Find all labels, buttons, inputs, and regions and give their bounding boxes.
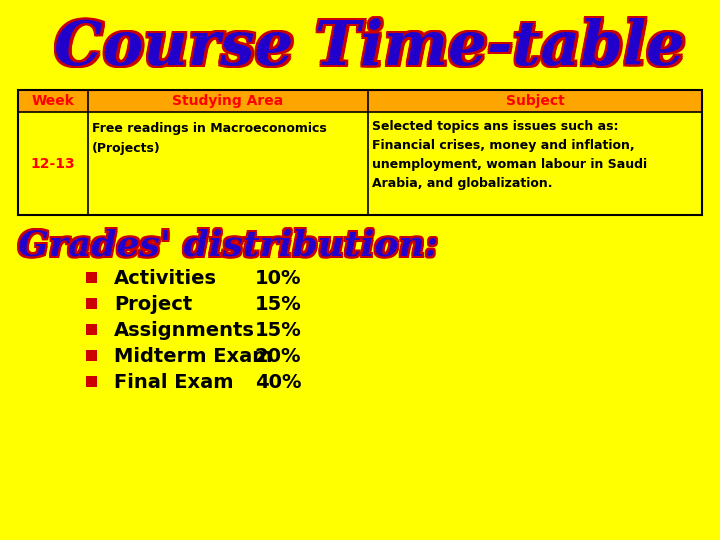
Text: Grades' distribution:: Grades' distribution: xyxy=(20,226,440,260)
Text: 40%: 40% xyxy=(255,373,302,392)
Text: Course Time-table: Course Time-table xyxy=(57,18,688,78)
Text: Free readings in Macroeconomics: Free readings in Macroeconomics xyxy=(92,122,327,135)
Bar xyxy=(86,324,97,335)
Text: Course Time-table: Course Time-table xyxy=(57,21,688,80)
Text: Grades' distribution:: Grades' distribution: xyxy=(16,226,436,260)
Text: Grades' distribution:: Grades' distribution: xyxy=(20,230,440,264)
Text: 15%: 15% xyxy=(255,294,302,314)
Text: 10%: 10% xyxy=(255,268,302,287)
Text: Subject: Subject xyxy=(505,94,564,108)
Text: Selected topics ans issues such as:: Selected topics ans issues such as: xyxy=(372,120,618,133)
Text: (Projects): (Projects) xyxy=(92,142,161,155)
Text: Assignments: Assignments xyxy=(114,321,255,340)
Text: Course Time-table: Course Time-table xyxy=(55,18,685,78)
Text: Project: Project xyxy=(114,294,192,314)
Text: Course Time-table: Course Time-table xyxy=(57,16,688,76)
Text: Grades' distribution:: Grades' distribution: xyxy=(20,228,440,262)
Text: Grades' distribution:: Grades' distribution: xyxy=(16,230,436,264)
Bar xyxy=(86,298,97,309)
Bar xyxy=(18,90,702,215)
Bar xyxy=(86,376,97,387)
Text: Grades' distribution:: Grades' distribution: xyxy=(16,228,436,262)
Text: Final Exam: Final Exam xyxy=(114,373,233,392)
Text: Arabia, and globalization.: Arabia, and globalization. xyxy=(372,177,552,190)
Text: Week: Week xyxy=(32,94,74,108)
Text: unemployment, woman labour in Saudi: unemployment, woman labour in Saudi xyxy=(372,158,647,171)
Text: Grades' distribution:: Grades' distribution: xyxy=(18,228,438,262)
Text: Course Time-table: Course Time-table xyxy=(52,21,683,80)
Bar xyxy=(86,272,97,283)
Text: Grades' distribution:: Grades' distribution: xyxy=(18,226,438,260)
Text: Studying Area: Studying Area xyxy=(172,94,284,108)
Text: Grades' distribution:: Grades' distribution: xyxy=(18,230,438,264)
Text: Financial crises, money and inflation,: Financial crises, money and inflation, xyxy=(372,139,634,152)
Text: Course Time-table: Course Time-table xyxy=(55,16,685,76)
Text: 20%: 20% xyxy=(255,347,302,366)
Bar xyxy=(18,90,702,112)
Text: Course Time-table: Course Time-table xyxy=(52,16,683,76)
Text: Activities: Activities xyxy=(114,268,217,287)
Text: 12-13: 12-13 xyxy=(31,157,76,171)
Bar xyxy=(86,350,97,361)
Text: Course Time-table: Course Time-table xyxy=(52,18,683,78)
Text: Midterm Exam: Midterm Exam xyxy=(114,347,272,366)
Text: 15%: 15% xyxy=(255,321,302,340)
Text: Course Time-table: Course Time-table xyxy=(55,21,685,80)
